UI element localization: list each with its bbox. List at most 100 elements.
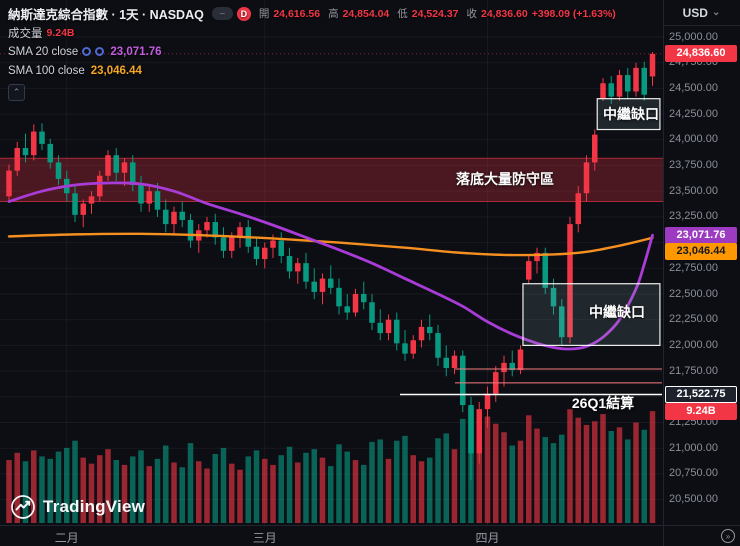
candle-body [484,393,491,410]
volume-bar [39,456,45,523]
symbol-legend-row[interactable]: 納斯達克綜合指數 · 1天 · NASDAQ ‒ D 開 24,616.56 高… [8,4,616,23]
candle-body [592,134,598,163]
candle-body [410,340,416,354]
settlement-label[interactable]: 26Q1結算 [571,395,635,411]
volume-bar [534,428,540,523]
sma100-badge: 23,046.44 [665,243,737,261]
sma100-legend-row[interactable]: SMA 100 close 23,046.44 [8,61,616,80]
volume-bar [295,462,301,523]
price-tick: 23,750.00 [669,159,718,171]
volume-bar [542,437,548,523]
volume-bar [418,461,425,523]
candle-body [237,227,243,237]
sma20-legend-row[interactable]: SMA 20 close 23,071.76 [8,42,616,61]
candle-body [80,203,86,215]
volume-bar [245,456,251,523]
candle-body [517,349,524,371]
price-tick: 21,000.00 [669,441,718,454]
gap-upper-label[interactable]: 中繼缺口 [603,106,659,122]
volume-bar [286,446,293,523]
volume-bar [336,444,342,523]
close-label: 收 [466,8,478,20]
sma100-line[interactable] [7,232,654,257]
candle-body [270,240,276,248]
price-tick: 23,500.00 [669,184,718,197]
sma20-line[interactable] [7,181,654,351]
tradingview-logo-icon [11,495,35,519]
candle-body [146,191,152,204]
volume-bar [303,452,309,523]
volume-bar [229,463,235,523]
candle-body [47,143,53,163]
candle-body [377,322,383,334]
volume-legend-row[interactable]: 成交量 9.24B [8,23,616,42]
currency-selector[interactable]: USD ⌄ [663,0,740,26]
candle-body [476,409,482,454]
volume-bar [476,410,482,523]
candle-body [72,193,78,215]
volume-bar [509,445,515,523]
time-axis[interactable]: 二月 三月 四月 [0,525,740,546]
volume-bar [592,421,598,523]
last-price-badge: 24,836.60 [665,45,737,63]
candle-body [88,196,95,204]
candle-body [286,255,293,272]
volume-bar [187,443,194,523]
volume-bar [559,434,565,523]
candle-body [14,148,20,171]
candle-body [567,224,573,338]
candle-body [460,355,466,406]
volume-bar [616,427,623,523]
legend-collapse-button[interactable]: ⌃ [8,84,25,101]
gap-lower-box[interactable] [522,283,661,347]
low-label: 低 [397,8,408,20]
chart-legend: 納斯達克綜合指數 · 1天 · NASDAQ ‒ D 開 24,616.56 高… [8,4,616,101]
candle-body [633,67,639,92]
volume-bar [427,457,433,523]
gap-lower-label[interactable]: 中繼缺口 [589,304,645,320]
defense-zone-label[interactable]: 落底大量防守區 [456,171,554,187]
candle-body [31,131,37,156]
volume-bar [402,435,408,523]
delayed-data-icon: D [236,6,251,21]
price-tick: 25,000.00 [669,30,718,43]
volume-bar [154,458,161,523]
tradingview-logo[interactable]: TradingView [10,494,145,520]
volume-bar [369,441,375,523]
candle-body [328,278,334,288]
volume-bar [97,455,103,523]
volume-bar [253,450,260,523]
volume-bar [64,447,70,523]
indicator-toggle-icon[interactable] [82,47,92,56]
candle-body [344,306,350,313]
volume-bar [583,424,590,523]
candle-body [608,83,614,97]
gap-upper-box[interactable] [596,98,661,131]
candle-body [361,294,367,303]
candle-body [616,75,623,97]
candle-body [443,357,449,369]
jump-to-latest-icon[interactable]: » [721,529,735,543]
candle-body [253,246,260,260]
low-value: 24,524.37 [411,7,459,20]
volume-bar [319,457,326,523]
candle-body [501,362,507,373]
candle-body [583,162,590,194]
indicator-settings-icon[interactable] [95,47,105,56]
price-axis[interactable]: 20,500.00 20,750.00 21,000.00 21,250.00 21,7… [663,0,740,525]
candle-body [295,263,301,272]
legend-minimize-icon[interactable]: ‒ [211,7,233,20]
volume-bar [47,458,53,523]
symbol-title[interactable]: 納斯達克綜合指數 · 1天 · NASDAQ [8,8,204,22]
candle-body [105,155,111,176]
volume-bar [105,449,111,523]
volume-bar [451,449,458,523]
tradingview-logo-text: TradingView [43,497,146,516]
volume-bar [204,468,210,523]
candle-body [303,263,309,282]
volume-bar [72,440,78,523]
candle-body [262,247,268,260]
candle-body [550,287,557,307]
